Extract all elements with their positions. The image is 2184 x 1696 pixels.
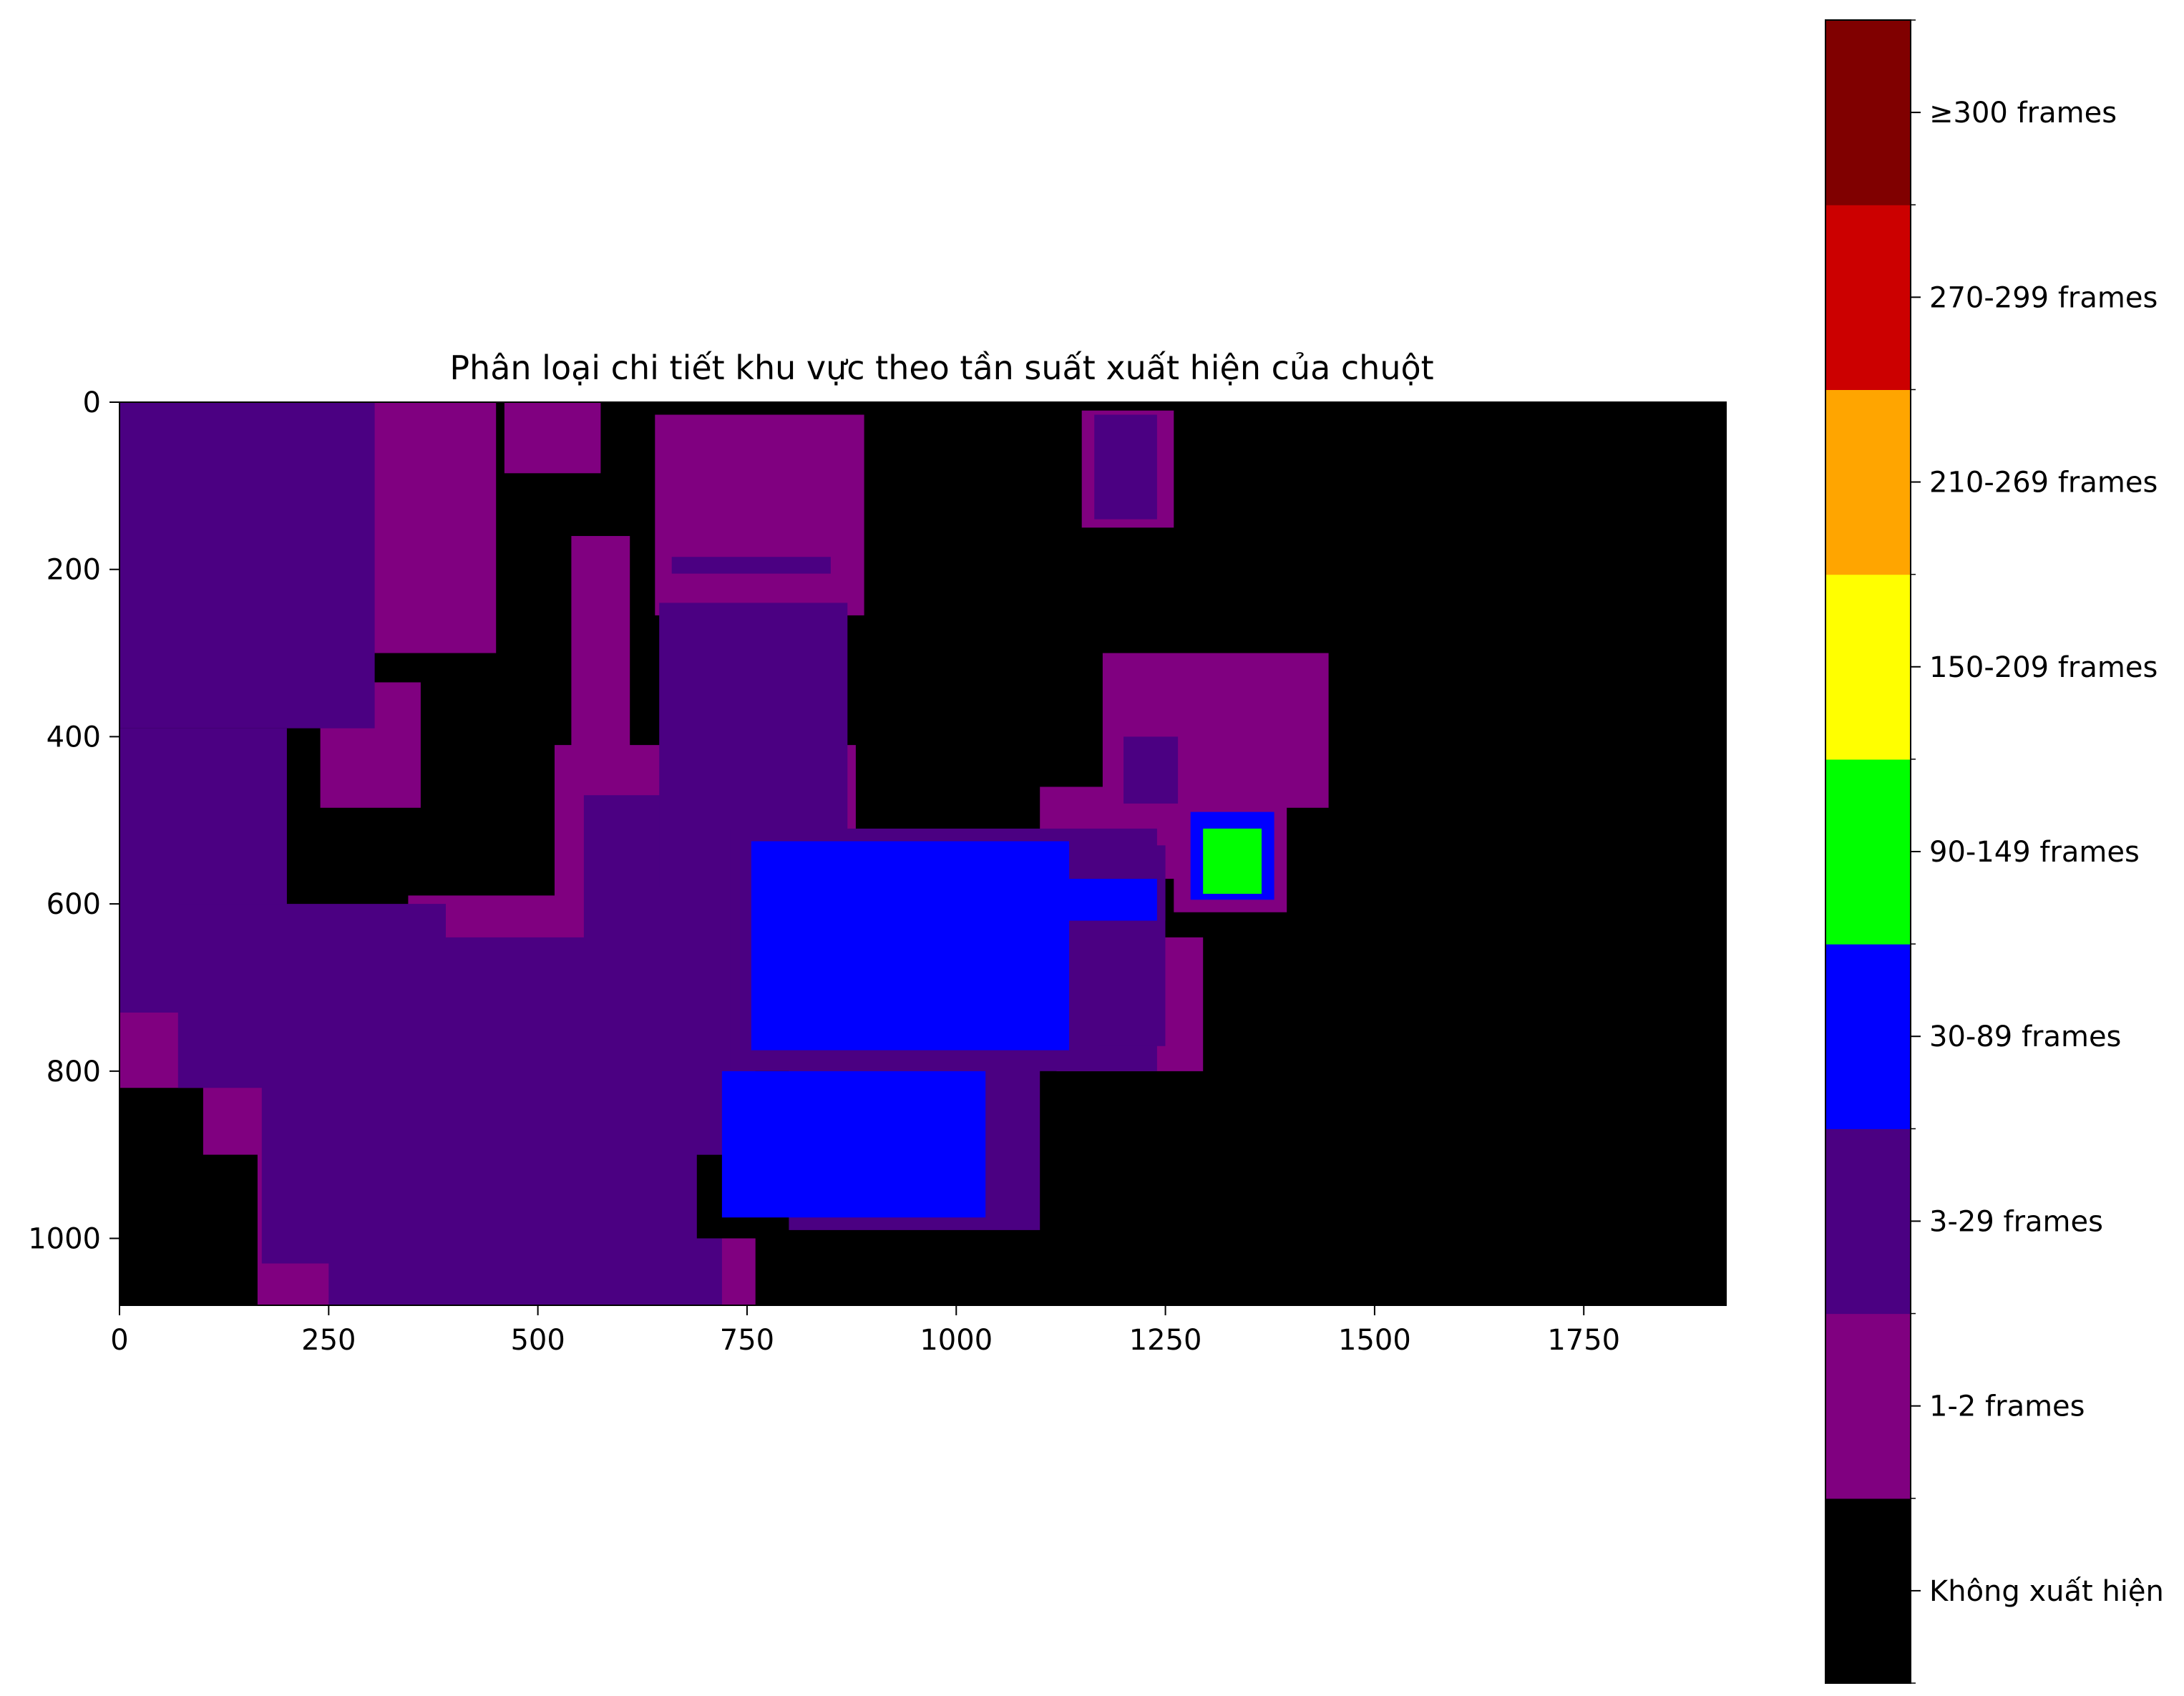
y-tick-label: 0 (83, 386, 101, 419)
x-tick-label: 1750 (1547, 1324, 1620, 1357)
x-tick-label: 1250 (1129, 1324, 1202, 1357)
heatmap-region-26 (1123, 736, 1179, 804)
colorbar-swatch (1825, 1129, 1911, 1315)
heatmap-region-24 (671, 557, 831, 574)
colorbar: Không xuất hiện 1-2 frames 3-29 frames 30-8… (1825, 19, 2164, 1684)
y-tick-label: 400 (47, 721, 101, 754)
x-tick-label: 1500 (1338, 1324, 1411, 1357)
colorbar-label: 30-89 frames (1929, 1020, 2121, 1053)
chart-title: Phân loại chi tiết khu vực theo tần suất… (449, 349, 1433, 387)
x-tick-label: 750 (720, 1324, 774, 1357)
colorbar-swatch (1825, 389, 1911, 575)
colorbar-swatch (1825, 759, 1911, 945)
colorbar-frame (1825, 19, 1911, 1684)
colorbar-label: 150-209 frames (1929, 651, 2158, 684)
x-axis: 0 250 500 750 1000 1250 1500 1750 (110, 1305, 1620, 1357)
heatmap-region-35 (1203, 828, 1262, 894)
y-tick-label: 1000 (28, 1223, 101, 1256)
colorbar-swatch (1825, 944, 1911, 1129)
heatmap-area (119, 401, 1727, 1306)
x-tick-label: 1000 (920, 1324, 993, 1357)
colorbar-label: 210-269 frames (1929, 467, 2158, 499)
colorbar-swatch (1825, 1498, 1911, 1684)
colorbar-label: ≥300 frames (1929, 97, 2117, 130)
heatmap-regions (120, 402, 1329, 1305)
heatmap-region-30 (1098, 912, 1166, 1046)
y-tick-label: 800 (47, 1056, 101, 1088)
heatmap-region-1 (504, 402, 601, 474)
colorbar-swatch (1825, 574, 1911, 760)
colorbar-swatch (1825, 20, 1911, 205)
heatmap-region-16 (120, 402, 375, 728)
heatmap-region-2 (655, 414, 864, 615)
heatmap-region-25 (1094, 414, 1157, 520)
colorbar-label: Không xuất hiện (1929, 1575, 2164, 1608)
heatmap-region-20 (328, 1238, 722, 1305)
heatmap-region-18 (177, 904, 447, 1088)
y-tick-label: 600 (47, 888, 101, 921)
heatmap-region-31 (751, 841, 1070, 1051)
colorbar-swatch (1825, 205, 1911, 390)
colorbar-swatch (1825, 1313, 1911, 1499)
y-axis: 0 200 400 600 800 1000 (28, 386, 120, 1256)
heatmap-region-32 (1048, 879, 1157, 921)
colorbar-label: 90-149 frames (1929, 836, 2140, 869)
colorbar-label: 270-299 frames (1929, 281, 2158, 314)
colorbar-label: 1-2 frames (1929, 1390, 2085, 1423)
plot-frame (119, 401, 1727, 1306)
x-tick-label: 0 (110, 1324, 128, 1357)
x-tick-label: 500 (510, 1324, 565, 1357)
x-tick-label: 250 (301, 1324, 356, 1357)
heatmap-region-33 (721, 1071, 986, 1218)
colorbar-label: 3-29 frames (1929, 1205, 2103, 1238)
y-tick-label: 200 (47, 554, 101, 587)
